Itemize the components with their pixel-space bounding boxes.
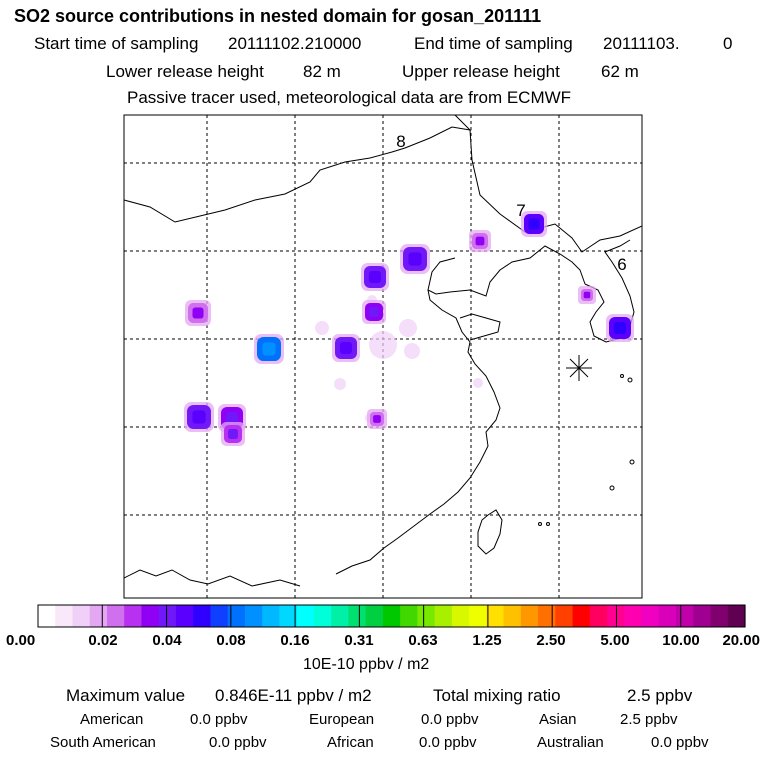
end-time-label: End time of sampling: [414, 34, 573, 53]
northeast-border: [469, 129, 642, 253]
haze-patch: [315, 321, 329, 335]
hotspot-peak-hotspot-central: [262, 342, 276, 356]
northern-border: [124, 115, 472, 223]
haze-patch: [399, 319, 417, 337]
colorbar-tick-5: 0.31: [344, 632, 374, 649]
hotspot-peak-southwest-3: [228, 429, 238, 439]
colorbar-tick-0: 0.00: [6, 632, 36, 649]
region-value-african: 0.0 ppbv: [419, 734, 477, 751]
map-label-6: 6: [617, 255, 626, 274]
haze-patch: [473, 378, 483, 388]
region-value-american: 0.0 ppbv: [190, 711, 248, 728]
region-name-american: American: [80, 711, 144, 728]
island-5: [538, 522, 542, 526]
colorbar-tick-4: 0.16: [280, 632, 310, 649]
chart-title: SO2 source contributions in nested domai…: [14, 6, 542, 26]
colorbar-tick-1: 0.02: [88, 632, 118, 649]
coastlines: [124, 115, 642, 587]
region-value-european: 0.0 ppbv: [421, 711, 479, 728]
region-value-australian: 0.0 ppbv: [651, 734, 709, 751]
region-name-african: African: [327, 734, 374, 751]
region-value-asian: 2.5 ppbv: [620, 711, 678, 728]
max-value: 0.846E-11 ppbv / m2: [215, 686, 372, 705]
region-name-australian: Australian: [537, 734, 604, 751]
region-name-asian: Asian: [539, 711, 577, 728]
total-mixing-label: Total mixing ratio: [433, 686, 561, 705]
hotspot-peak-korea-2: [613, 321, 627, 335]
colorbar-unit-label: 10E-10 ppbv / m2: [303, 656, 430, 673]
shandong-coast: [459, 313, 501, 341]
colorbar-tick-6: 0.63: [408, 632, 438, 649]
island-6: [546, 522, 550, 526]
end-time-value: 20111103.: [603, 34, 680, 53]
island-3: [629, 459, 635, 465]
hotspot-peak-korea-1: [583, 291, 591, 299]
haze-patch: [369, 331, 397, 359]
colorbar-tick-8: 2.50: [536, 632, 566, 649]
hotspot-peak-southwest-2: [225, 411, 239, 425]
island-2: [620, 374, 624, 378]
max-value-label: Maximum value: [66, 686, 186, 705]
start-time-value: 20111102.210000: [228, 34, 362, 53]
lower-height-value: 82 m: [303, 62, 341, 81]
colorbar-tick-9: 5.00: [600, 632, 630, 649]
source-hotspots: [184, 211, 634, 446]
receptor-marker: [566, 355, 592, 381]
region-name-south-american: South American: [50, 734, 156, 751]
hotspot-peak-beijing-1: [368, 270, 382, 284]
hotspot-peak-west-1: [192, 307, 204, 319]
upper-height-value: 62 m: [601, 62, 639, 81]
hotspot-peak-central-1: [339, 341, 353, 355]
haze-patch: [334, 378, 346, 390]
upper-height-label: Upper release height: [402, 62, 560, 81]
hotspot-peak-north-1: [475, 236, 485, 246]
end-time-value-tail: 0: [723, 34, 733, 53]
data-source-note: Passive tracer used, meteorological data…: [127, 88, 572, 107]
region-value-south-american: 0.0 ppbv: [209, 734, 267, 751]
hotspot-peak-south-central: [373, 415, 381, 423]
start-time-label: Start time of sampling: [34, 34, 199, 53]
island-1: [627, 377, 633, 383]
total-mixing-value: 2.5 ppbv: [627, 686, 693, 705]
island-4: [609, 485, 615, 491]
southwest-border: [124, 569, 301, 587]
colorbar-tick-3: 0.08: [216, 632, 246, 649]
hotspot-peak-northeast-7: [528, 218, 540, 230]
hotspot-peak-beijing-2: [408, 252, 422, 266]
colorbar-tick-11: 20.00: [722, 632, 760, 649]
taiwan-outline: [477, 509, 503, 555]
map-label-8: 8: [396, 132, 405, 151]
region-name-european: European: [309, 711, 375, 728]
lower-height-label: Lower release height: [106, 62, 264, 81]
hotspot-peak-southwest-1: [192, 410, 206, 424]
map-frame: [123, 114, 643, 599]
hotspot-peak-central-2: [369, 307, 379, 317]
colorbar-tick-2: 0.04: [152, 632, 182, 649]
china-east-coast: [335, 289, 501, 575]
colorbar-tick-10: 10.00: [662, 632, 700, 649]
bohai-coast: [427, 245, 586, 297]
haze-patch: [404, 343, 420, 359]
map-label-7: 7: [516, 201, 525, 220]
colorbar-tick-7: 1.25: [472, 632, 502, 649]
